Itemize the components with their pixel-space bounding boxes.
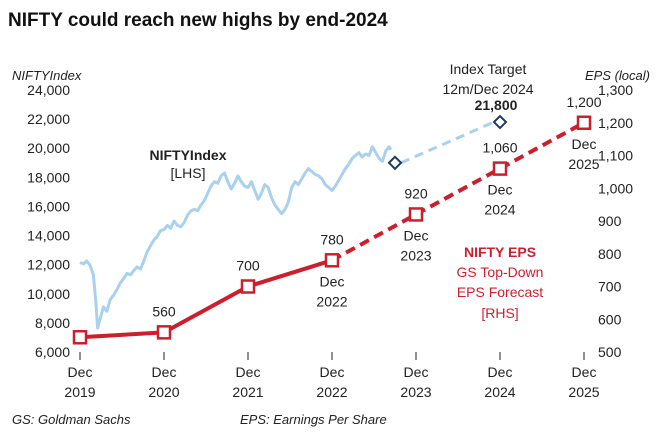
eps-point-marker [240,279,256,294]
right-tick-label: 500 [598,344,622,360]
x-tick-label-year: 2025 [568,384,599,400]
x-tick-label-month: Dec [488,364,513,380]
eps-date-label-year: 2023 [400,247,431,263]
nifty-index-line [79,145,393,330]
left-tick-label: 10,000 [27,286,70,302]
x-tick-label-year: 2024 [484,384,515,400]
left-axis-title: NIFTYIndex [12,68,82,83]
eps-point-marker [492,161,508,176]
right-tick-label: 1,200 [598,115,633,131]
eps-value-label: 920 [404,185,428,201]
eps-value-label: 560 [152,303,176,319]
eps-value-label: 1,200 [566,94,601,110]
right-tick-label: 1,000 [598,180,633,196]
eps-point-marker [156,325,172,340]
left-tick-label: 24,000 [27,82,70,98]
eps-point-marker [408,207,424,222]
eps-date-label-year: 2022 [316,293,347,309]
left-tick-label: 6,000 [35,344,70,360]
right-tick-label: 1,100 [598,148,633,164]
footnote-left: GS: Goldman Sachs [12,412,131,427]
left-tick-label: 22,000 [27,111,70,127]
x-tick-label-month: Dec [236,364,261,380]
eps-date-label-month: Dec [320,273,345,289]
eps-actual-line [79,258,333,340]
x-tick-label-month: Dec [404,364,429,380]
right-tick-label: 800 [598,246,622,262]
left-tick-label: 18,000 [27,169,70,185]
footnote-right: EPS: Earnings Per Share [240,412,387,427]
x-tick-label-month: Dec [152,364,177,380]
nifty-series-name: NIFTYIndex [149,147,226,163]
eps-value-label: 780 [320,231,344,247]
right-tick-label: 700 [598,279,622,295]
eps-forecast-label-line3: [RHS] [481,305,518,321]
eps-forecast-line [331,120,585,263]
x-tick-label-month: Dec [320,364,345,380]
index-target-dashed-line [400,120,495,165]
left-tick-label: 16,000 [27,198,70,214]
eps-forecast-label-line2: EPS Forecast [457,284,543,300]
eps-date-label-month: Dec [404,227,429,243]
x-tick-label-year: 2019 [64,384,95,400]
eps-date-label-year: 2025 [568,156,599,172]
right-axis-title: EPS (local) [585,68,650,83]
index-target-label-line2: 12m/Dec 2024 [442,81,533,97]
index-target-marker [492,114,508,130]
eps-date-label-month: Dec [488,182,513,198]
eps-value-label: 700 [236,258,260,274]
index-target-marker [387,155,403,171]
eps-point-marker [324,253,340,268]
eps-series-name: NIFTY EPS [464,244,536,260]
eps-point-marker [576,115,592,130]
right-tick-label: 900 [598,213,622,229]
x-tick-label-year: 2020 [148,384,179,400]
x-tick-label-year: 2021 [232,384,263,400]
chart-title: NIFTY could reach new highs by end-2024 [8,10,388,31]
eps-point-marker [72,330,88,345]
eps-value-label: 1,060 [482,140,517,156]
right-tick-label: 1,300 [598,82,633,98]
index-target-value-label: 21,800 [475,97,518,113]
left-tick-label: 8,000 [35,315,70,331]
eps-date-label-year: 2024 [484,202,515,218]
left-tick-label: 14,000 [27,228,70,244]
left-tick-label: 12,000 [27,257,70,273]
x-tick-label-month: Dec [572,364,597,380]
eps-forecast-label-line1: GS Top-Down [457,264,544,280]
right-tick-label: 600 [598,311,622,327]
x-tick-label-month: Dec [68,364,93,380]
nifty-series-side: [LHS] [170,165,205,181]
eps-date-label-month: Dec [572,136,597,152]
index-target-label-line1: Index Target [450,61,527,77]
x-tick-label-year: 2022 [316,384,347,400]
x-tick-label-year: 2023 [400,384,431,400]
left-tick-label: 20,000 [27,140,70,156]
